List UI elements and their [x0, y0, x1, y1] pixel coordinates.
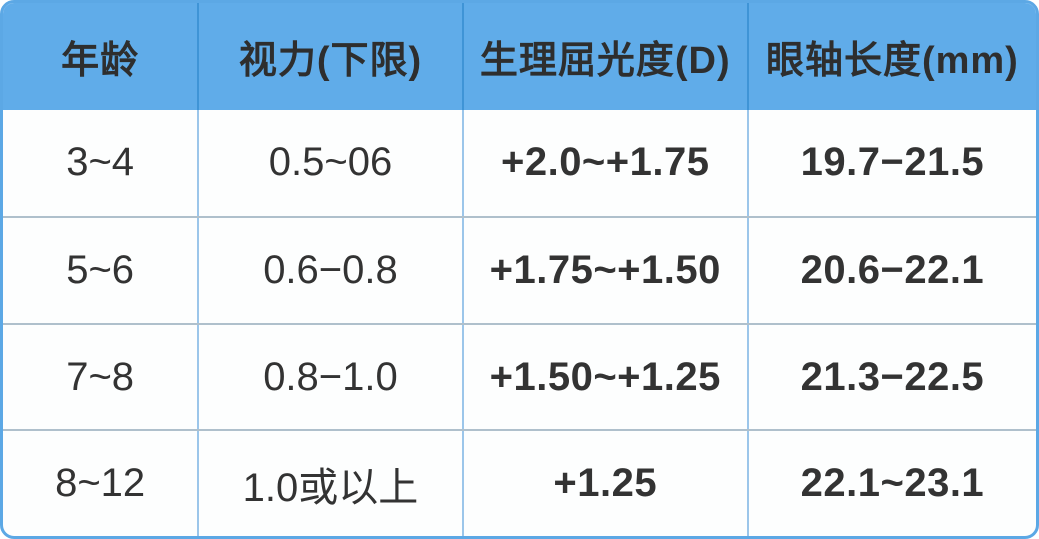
- cell-vision-lower-limit: 0.8−1.0: [199, 324, 464, 430]
- cell-physiological-refraction: +1.75~+1.50: [464, 218, 749, 323]
- cell-physiological-refraction: +1.25: [464, 431, 749, 536]
- cell-axial-length: 21.3−22.5: [800, 354, 985, 399]
- cell-age: 7~8: [3, 324, 200, 430]
- cell-vision-lower-limit: 0.5~06: [199, 109, 464, 217]
- cell-age: 5~6: [3, 218, 200, 323]
- cell-vision-lower-limit: 1.0或以上: [199, 431, 464, 536]
- cell-age: 8~12: [3, 431, 200, 536]
- cell-physiological-refraction: +1.50~+1.25: [464, 324, 749, 430]
- table-header-row: 年龄 视力(下限) 生理屈光度(D) 眼轴长度(mm): [3, 3, 1036, 110]
- table-row: 7~8 0.8−1.0 +1.50~+1.25 21.3−22.5: [3, 322, 1036, 430]
- table-row: 8~12 1.0或以上 +1.25 22.1~23.1: [3, 429, 1036, 536]
- cell-vision-lower-limit: 0.6−0.8: [199, 218, 464, 323]
- header-cell-physiological-refraction: 生理屈光度(D): [464, 3, 749, 110]
- table-row: 3~4 0.5~06 +2.0~+1.75 19.7−21.5: [3, 109, 1036, 217]
- table-row: 5~6 0.6−0.8 +1.75~+1.50 20.6−22.1: [3, 216, 1036, 323]
- cell-axial-length: 22.1~23.1: [800, 461, 985, 506]
- cell-physiological-refraction: +2.0~+1.75: [464, 109, 749, 217]
- cell-axial-length: 20.6−22.1: [800, 247, 985, 292]
- header-cell-axial-length: 眼轴长度(mm): [765, 39, 1019, 82]
- header-cell-age: 年龄: [3, 3, 200, 110]
- header-cell-vision-lower-limit: 视力(下限): [199, 3, 464, 110]
- cell-axial-length: 19.7−21.5: [800, 140, 985, 185]
- cell-age: 3~4: [3, 109, 200, 217]
